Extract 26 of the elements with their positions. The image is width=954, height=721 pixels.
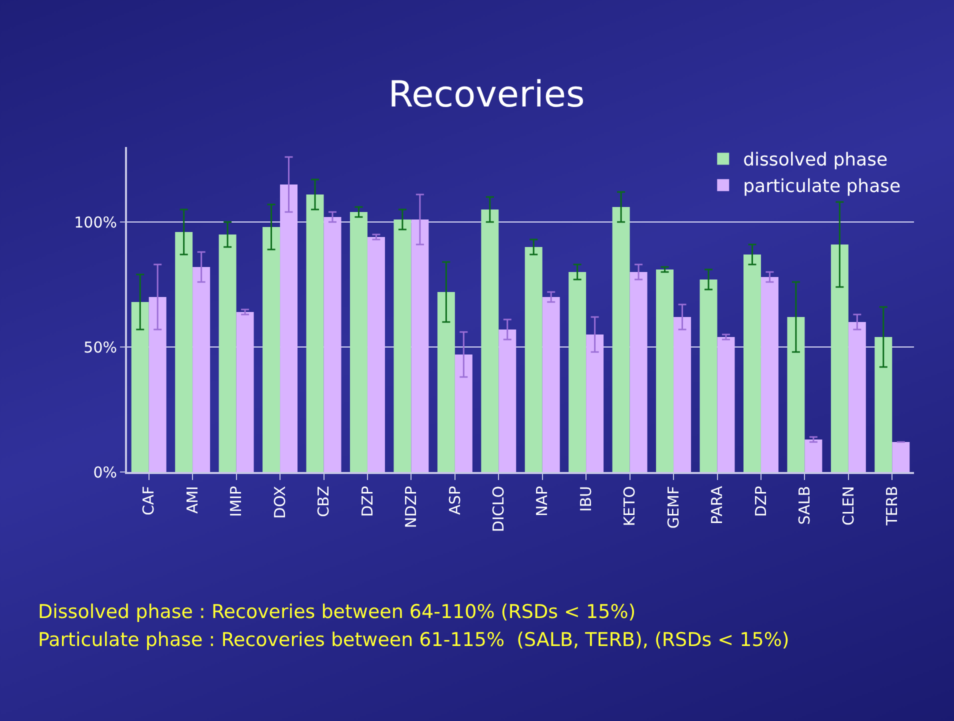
x-tick-label: DICLO [490,486,508,532]
x-tick-label: DZP [358,486,376,517]
legend-label: particulate phase [743,176,901,198]
x-tick-label: CBZ [314,486,333,518]
x-tick-label: DOX [270,486,289,519]
x-tick-label: NDZP [402,486,420,528]
text: Particulate phase : Recoveries between 61-115% (SALB, TERB), (RSDs < 15%) [38,629,790,651]
x-tick-label: TERB [883,486,902,526]
x-tick-label: CAF [140,486,158,516]
x-tick-label: CLEN [839,486,858,526]
y-tick-label: 50% [84,338,117,356]
y-tick-label: 0% [93,463,117,482]
x-tick-label: AMI [183,486,202,514]
x-tick-label: DZP [752,486,770,517]
x-tick-label: PARA [708,485,726,524]
x-tick-label: IMIP [227,486,246,517]
x-tick-label: KETO [620,486,639,526]
y-tick-label: 100% [74,213,117,232]
x-tick-label: ASP [446,486,464,515]
x-tick-label: IBU [576,486,595,512]
legend-label: dissolved phase [743,150,888,171]
text: Dissolved phase : Recoveries between 64-110% (RSDs < 15%) [38,601,636,623]
x-tick-label: GEMF [664,486,682,529]
chart-title: Recoveries [388,74,585,116]
x-tick-label: SALB [796,486,814,525]
x-tick-label: NAP [533,486,552,517]
